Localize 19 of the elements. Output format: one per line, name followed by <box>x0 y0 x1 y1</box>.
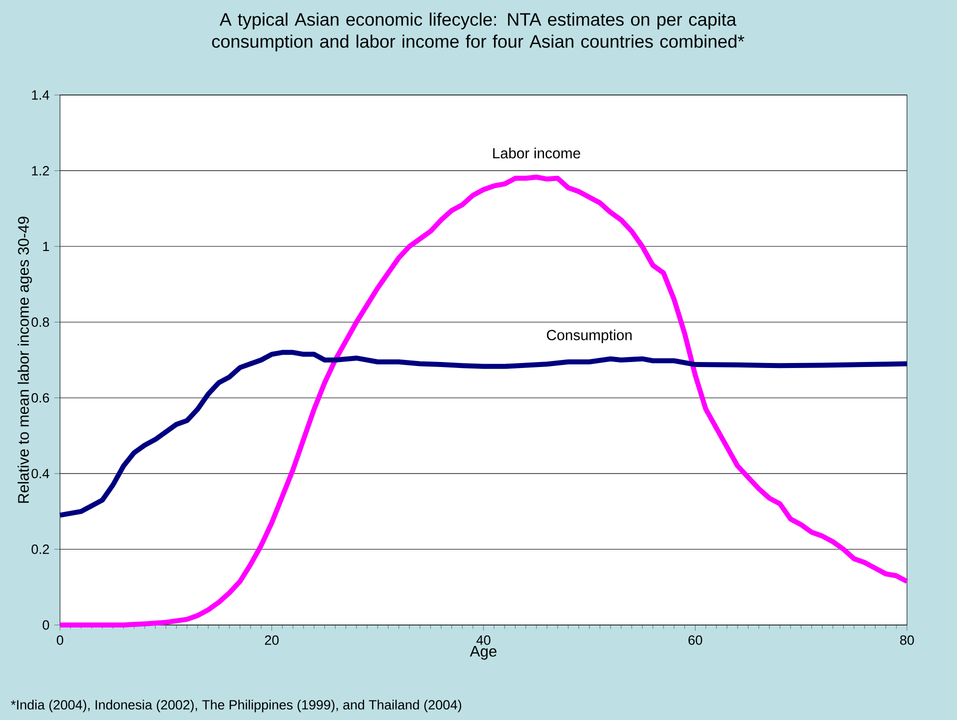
series-label: Labor income <box>493 148 580 158</box>
y-tick-label: 0.6 <box>32 393 50 403</box>
x-tick-label: 20 <box>265 635 279 645</box>
y-tick-label: 1.4 <box>32 90 50 100</box>
x-tick-label: 60 <box>688 635 702 645</box>
y-tick-label: 0.4 <box>32 468 50 478</box>
series-label: Consumption <box>546 330 632 344</box>
y-tick-label: 0.8 <box>32 317 50 327</box>
chart-title: A typical Asian economic lifecycle: NTA estimates on per capita consumption and labor income for four Asian countries combined* <box>212 12 744 52</box>
x-tick-label: 80 <box>900 635 914 645</box>
y-axis-title: Relative to mean labor income ages 30-49 <box>18 216 32 503</box>
y-tick-label: 0.2 <box>32 544 49 554</box>
y-tick-label: 1.2 <box>32 166 49 176</box>
x-tick-label: 40 <box>476 635 490 645</box>
x-tick-label: 0 <box>56 635 64 645</box>
y-tick-label: 1 <box>43 242 49 251</box>
y-tick-label: 0 <box>42 620 50 630</box>
text: *India (2004), Indonesia (2002), The Philippines (1999), and Thailand (2004) <box>10 700 462 712</box>
x-axis-title: Age <box>470 646 496 660</box>
